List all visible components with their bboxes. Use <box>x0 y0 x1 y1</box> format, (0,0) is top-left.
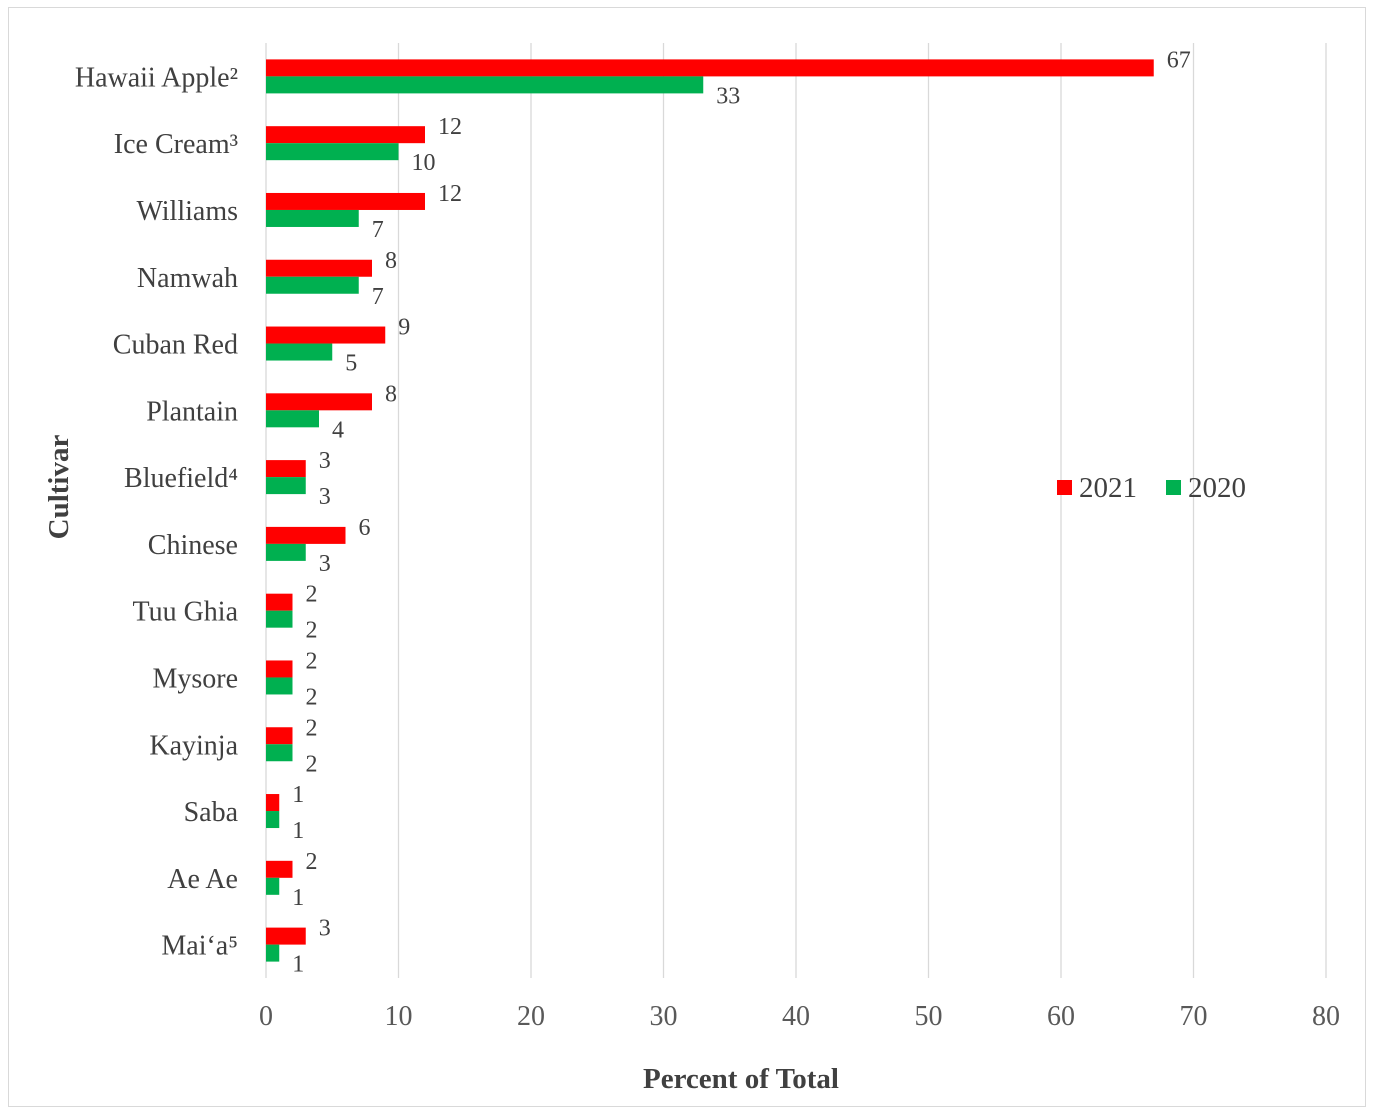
data-label-2020-cat-9: 2 <box>306 684 318 710</box>
legend-swatch-2020 <box>1166 480 1181 495</box>
data-label-2020-cat-11: 1 <box>292 818 304 844</box>
data-label-2021-cat-13: 3 <box>319 916 331 942</box>
data-label-2021-cat-7: 6 <box>359 515 371 541</box>
category-label-cat-13: Mai‘a⁵ <box>161 931 238 962</box>
bar-2020-cat-8 <box>266 610 293 628</box>
category-label-cat-10: Kayinja <box>149 730 238 761</box>
bar-2020-cat-2 <box>266 209 359 227</box>
x-tick-label-50: 50 <box>915 1001 943 1032</box>
bar-2020-cat-1 <box>266 143 399 161</box>
data-label-2021-cat-11: 1 <box>292 782 304 808</box>
data-label-2021-cat-6: 3 <box>319 448 331 474</box>
bar-2020-cat-0 <box>266 76 704 94</box>
x-tick-labels: 0 10 20 30 40 50 60 70 80 <box>259 1001 1340 1032</box>
bar-2020-cat-5 <box>266 410 319 428</box>
x-tick-label-60: 60 <box>1047 1001 1075 1032</box>
bar-2021-cat-1 <box>266 126 425 144</box>
gridlines <box>265 43 1327 978</box>
data-label-2020-cat-13: 1 <box>292 952 304 978</box>
bars <box>266 59 1154 962</box>
bar-2020-cat-3 <box>266 276 359 294</box>
bar-2021-cat-8 <box>266 593 293 611</box>
data-label-2021-cat-2: 12 <box>438 181 462 207</box>
category-label-cat-7: Chinese <box>148 530 238 561</box>
data-label-2021-cat-8: 2 <box>306 582 318 608</box>
data-label-2021-cat-12: 2 <box>306 849 318 875</box>
data-label-2021-cat-5: 8 <box>385 381 397 407</box>
x-tick-label-80: 80 <box>1312 1001 1340 1032</box>
x-tick-label-20: 20 <box>517 1001 545 1032</box>
data-label-2020-cat-2: 7 <box>372 217 384 243</box>
bar-2021-cat-9 <box>266 660 293 678</box>
bar-2020-cat-7 <box>266 543 306 561</box>
category-label-cat-2: Williams <box>136 196 238 227</box>
bar-2021-cat-10 <box>266 727 293 745</box>
legend-label-2020: 2020 <box>1188 472 1246 504</box>
data-label-2021-cat-10: 2 <box>306 715 318 741</box>
bar-2021-cat-7 <box>266 526 346 544</box>
data-label-2021-cat-0: 67 <box>1167 47 1191 73</box>
bar-2021-cat-5 <box>266 393 372 411</box>
category-label-cat-3: Namwah <box>137 263 238 294</box>
category-label-cat-6: Bluefield⁴ <box>124 463 238 494</box>
data-label-2020-cat-7: 3 <box>319 551 331 577</box>
data-label-2021-cat-4: 9 <box>398 315 410 341</box>
bar-2020-cat-10 <box>266 744 293 762</box>
bar-2021-cat-12 <box>266 860 293 878</box>
category-label-cat-11: Saba <box>184 797 239 828</box>
data-label-2020-cat-1: 10 <box>412 150 436 176</box>
legend: 2021 2020 <box>1057 472 1246 504</box>
x-tick-label-40: 40 <box>782 1001 810 1032</box>
data-label-2020-cat-12: 1 <box>292 885 304 911</box>
category-label-cat-4: Cuban Red <box>113 330 238 361</box>
x-tick-label-70: 70 <box>1180 1001 1208 1032</box>
y-axis-title: Cultivar <box>43 435 75 540</box>
bar-2021-cat-2 <box>266 192 425 210</box>
data-label-2020-cat-4: 5 <box>345 351 357 377</box>
category-label-cat-8: Tuu Ghia <box>132 597 238 628</box>
legend-label-2021: 2021 <box>1079 472 1137 504</box>
x-tick-label-10: 10 <box>385 1001 413 1032</box>
data-label-2021-cat-1: 12 <box>438 114 462 140</box>
category-label-cat-5: Plantain <box>146 396 238 427</box>
data-label-2021-cat-9: 2 <box>306 648 318 674</box>
legend-swatch-2021 <box>1057 480 1072 495</box>
bar-2021-cat-0 <box>266 59 1154 77</box>
x-tick-label-0: 0 <box>259 1001 273 1032</box>
x-tick-label-30: 30 <box>650 1001 678 1032</box>
bar-2021-cat-4 <box>266 326 386 344</box>
category-label-cat-12: Ae Ae <box>167 864 238 895</box>
data-label-2020-cat-3: 7 <box>372 284 384 310</box>
category-label-cat-9: Mysore <box>152 663 238 694</box>
category-labels: Hawaii Apple² Ice Cream³ Williams Namwah Cub… <box>75 62 239 961</box>
bar-2020-cat-4 <box>266 343 333 361</box>
bar-2020-cat-6 <box>266 477 306 495</box>
bar-2020-cat-11 <box>266 811 280 829</box>
bar-2020-cat-12 <box>266 877 280 895</box>
bar-2021-cat-6 <box>266 460 306 478</box>
category-label-cat-1: Ice Cream³ <box>114 129 238 160</box>
bar-2020-cat-9 <box>266 677 293 695</box>
category-label-cat-0: Hawaii Apple² <box>75 62 238 93</box>
data-label-2020-cat-6: 3 <box>319 484 331 510</box>
bar-2021-cat-13 <box>266 927 306 945</box>
bar-2021-cat-11 <box>266 794 280 812</box>
bar-2021-cat-3 <box>266 259 372 277</box>
x-axis-title: Percent of Total <box>643 1063 839 1095</box>
data-label-2020-cat-10: 2 <box>306 751 318 777</box>
data-label-2020-cat-5: 4 <box>332 417 344 443</box>
data-label-2020-cat-0: 33 <box>716 83 740 109</box>
data-label-2021-cat-3: 8 <box>385 248 397 274</box>
bar-2020-cat-13 <box>266 944 280 962</box>
chart-frame <box>8 7 1366 1107</box>
data-label-2020-cat-8: 2 <box>306 618 318 644</box>
